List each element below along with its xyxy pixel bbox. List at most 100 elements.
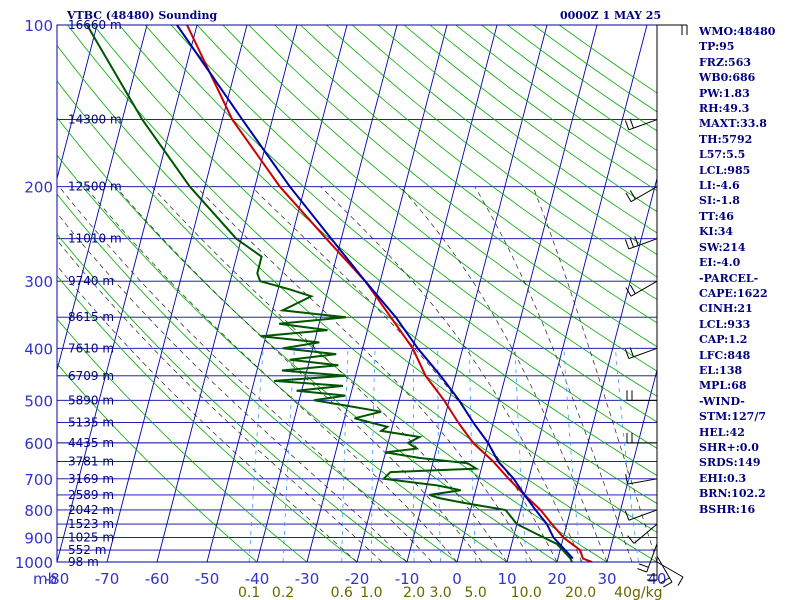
index-item: SHR+:0.0 — [699, 440, 759, 454]
pressure-tick-label: 600 — [24, 435, 53, 453]
wind-barb-flag — [663, 581, 673, 588]
moist-adiabat-line — [58, 186, 433, 562]
isotherm-line — [406, 25, 548, 562]
mixing-ratio-label: 0.6 — [331, 585, 353, 600]
station-title: VTBC (48480) Sounding — [67, 9, 218, 22]
index-item: TP:95 — [699, 40, 735, 54]
mixing-ratio-line — [412, 348, 415, 562]
dewpoint-profile — [86, 25, 573, 562]
wind-barb-flag — [625, 192, 632, 202]
mixing-ratio-line — [615, 348, 639, 562]
pressure-tick-label: 100 — [24, 17, 53, 35]
parcel-path — [176, 25, 574, 560]
height-label: 5135 m — [68, 416, 114, 430]
temperature-tick-label: -80 — [45, 570, 70, 588]
wind-barb-flag — [629, 118, 634, 129]
index-item: STM:127/7 — [699, 410, 766, 424]
height-label: 2589 m — [68, 488, 114, 502]
wind-barb — [628, 119, 658, 131]
dry-adiabat-line — [196, 25, 657, 397]
index-item: KI:34 — [699, 225, 734, 239]
height-label: 552 m — [68, 543, 106, 557]
isotherm-line — [356, 25, 498, 562]
height-label: 16660 m — [68, 18, 122, 32]
moist-adiabat-line — [400, 186, 608, 562]
pressure-tick-label: 500 — [24, 392, 53, 410]
index-item: EL:138 — [699, 363, 743, 377]
wind-barb-flag — [677, 576, 684, 586]
height-label: 4435 m — [68, 436, 114, 450]
pressure-tick-label: 400 — [24, 340, 53, 358]
moist-adiabat-line — [57, 239, 383, 562]
wind-barb-flag — [627, 535, 635, 544]
dry-adiabat-line — [57, 318, 308, 562]
dry-adiabat-line — [352, 25, 657, 256]
dry-adiabat-line — [274, 25, 657, 324]
index-item: BSHR:16 — [699, 502, 756, 516]
height-label: 6709 m — [68, 369, 114, 383]
wind-barb-flag — [634, 235, 639, 246]
wind-barb-flag — [624, 348, 630, 359]
isotherm-line — [206, 25, 348, 562]
temperature-tick-label: -40 — [245, 570, 270, 588]
index-item: HEL:42 — [699, 425, 745, 439]
isotherm-line — [456, 25, 598, 562]
wind-barb — [630, 280, 658, 297]
height-label: 9740 m — [68, 274, 114, 288]
index-item: MPL:68 — [699, 379, 747, 393]
temperature-tick-label: -60 — [145, 570, 170, 588]
dry-adiabat-line — [300, 25, 657, 301]
height-label: 12500 m — [68, 180, 122, 194]
mixing-ratio-label: 2.0 — [403, 585, 425, 600]
dry-adiabat-line — [326, 25, 657, 278]
mixing-ratio-label: 3.0 — [429, 585, 451, 600]
isotherm-line — [57, 25, 98, 181]
mixing-ratio-line — [437, 348, 441, 562]
index-item: TH:5792 — [699, 132, 753, 146]
temperature-profile — [186, 25, 593, 562]
pressure-tick-label: 800 — [24, 502, 53, 520]
index-item: CAP:1.2 — [699, 333, 748, 347]
moist-adiabat-line — [85, 186, 458, 562]
dry-adiabat-line — [57, 154, 508, 562]
pressure-tick-label: 200 — [24, 179, 53, 197]
height-label: 14300 m — [68, 113, 122, 127]
dry-adiabat-line — [170, 25, 657, 423]
height-label: 7610 m — [68, 341, 114, 355]
height-label: 11010 m — [68, 232, 122, 246]
dry-adiabat-line — [57, 44, 657, 562]
height-label: 8615 m — [68, 310, 114, 324]
index-item: WMO:48480 — [699, 25, 776, 38]
index-item: CAPE:1622 — [699, 286, 768, 300]
dry-adiabat-line — [57, 116, 558, 562]
index-item: SRDS:149 — [699, 456, 761, 470]
mixing-ratio-label: 20.0 — [565, 585, 596, 600]
temperature-tick-label: 20 — [547, 570, 566, 588]
pressure-tick-label: 300 — [24, 273, 53, 291]
dry-adiabat-line — [57, 275, 358, 562]
mixing-ratio-line — [469, 348, 476, 562]
pressure-tick-label: 700 — [24, 471, 53, 489]
temperature-tick-label: 0 — [452, 570, 462, 588]
dry-adiabat-line — [222, 25, 657, 372]
wind-barb — [627, 478, 658, 485]
plot-frame — [56, 24, 658, 563]
moist-adiabat-line — [196, 186, 533, 562]
mixing-ratio-line — [514, 348, 527, 562]
pressure-tick-label: 900 — [24, 529, 53, 547]
moist-adiabat-line — [57, 212, 408, 562]
moist-adiabat-line — [57, 265, 358, 562]
moist-adiabat-line — [474, 186, 633, 562]
pressure-tick-label: 1000 — [15, 554, 53, 572]
temperature-tick-label: 10 — [497, 570, 516, 588]
indices-panel: WMO:48480 TP:95 FRZ:563 WB0:686 PW:1.83 RH:49… — [699, 24, 775, 517]
index-item: CINH:21 — [699, 302, 753, 316]
observation-time: 0000Z 1 MAY 25 — [560, 9, 662, 22]
wind-barb-flag — [625, 474, 628, 485]
moist-adiabat-line — [115, 186, 483, 562]
index-item: LFC:848 — [699, 348, 751, 362]
temperature-tick-label: -50 — [195, 570, 220, 588]
isotherm-line — [156, 25, 298, 562]
index-item: L57:5.5 — [699, 148, 746, 162]
dry-adiabat-line — [57, 233, 408, 562]
